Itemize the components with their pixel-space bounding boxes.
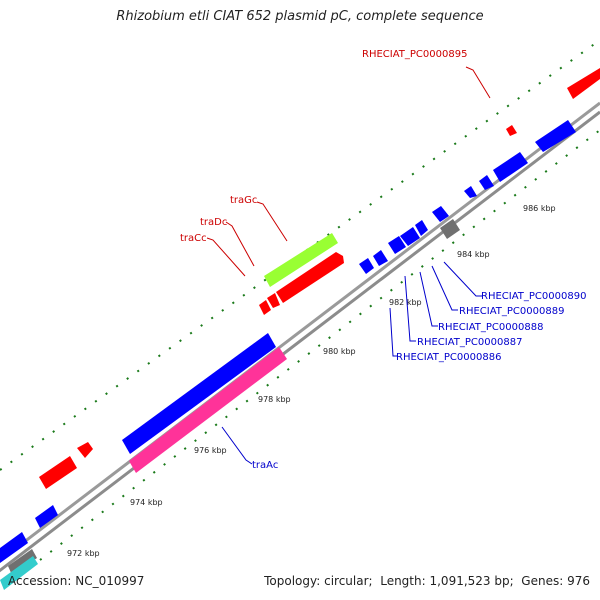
kbp-label: 980 kbp <box>323 347 356 356</box>
map-title: Rhizobium etli CIAT 652 plasmid pC, comp… <box>116 9 484 24</box>
gene-reverse-left-1[interactable] <box>35 505 58 528</box>
accession-value: NC_010997 <box>75 574 145 588</box>
kbp-labels: 972 kbp 974 kbp 976 kbp 978 kbp 980 kbp … <box>67 204 556 558</box>
kbp-label: 976 kbp <box>194 446 227 455</box>
kbp-label: 984 kbp <box>457 250 490 259</box>
gene-reverse-left-2[interactable] <box>0 532 28 563</box>
label-tracc: traCc <box>180 233 207 244</box>
label-rheciat-pc0000889: RHECIAT_PC0000889 <box>459 306 564 317</box>
gene-trag[interactable] <box>264 233 338 287</box>
gene-reverse-2[interactable] <box>493 152 528 182</box>
label-rheciat-pc0000890: RHECIAT_PC0000890 <box>481 291 586 302</box>
topology-label: Topology: <box>264 574 321 588</box>
accession-info: Accession: NC_010997 <box>8 574 144 588</box>
gene-reverse-4[interactable] <box>464 186 477 198</box>
kbp-label: 978 kbp <box>258 395 291 404</box>
label-tradc: traDc <box>200 217 227 228</box>
forward-labels <box>206 66 491 277</box>
label-traac: traAc <box>252 460 278 471</box>
forward-genes <box>39 68 600 489</box>
kbp-label: 972 kbp <box>67 549 100 558</box>
gene-reverse-large[interactable] <box>122 333 276 454</box>
gene-other-left[interactable] <box>8 549 37 575</box>
kbp-label: 974 kbp <box>130 498 163 507</box>
gene-rheciat-pc0000888[interactable] <box>388 236 406 254</box>
genes-value: 976 <box>567 574 590 588</box>
label-rheciat-pc0000886: RHECIAT_PC0000886 <box>396 352 501 363</box>
label-tragc: traGc <box>230 195 257 206</box>
backbone <box>0 101 600 573</box>
gene-traa[interactable] <box>129 347 287 473</box>
length-value: 1,091,523 bp <box>429 574 510 588</box>
genes-label: Genes: <box>521 574 564 588</box>
label-rheciat-pc0000895: RHECIAT_PC0000895 <box>362 49 467 60</box>
gene-rheciat-pc0000890[interactable] <box>415 220 428 236</box>
kbp-label: 982 kbp <box>389 298 422 307</box>
gene-rheciat-pc0000889[interactable] <box>400 227 420 246</box>
reverse-labels <box>221 261 482 465</box>
label-rheciat-pc0000888: RHECIAT_PC0000888 <box>438 322 543 333</box>
gene-reverse-3[interactable] <box>479 175 494 190</box>
gene-trad[interactable] <box>276 252 344 303</box>
sequence-info: Topology: circular; Length: 1,091,523 bp… <box>264 574 590 588</box>
gene-other[interactable] <box>440 219 460 239</box>
gene-forward[interactable] <box>567 68 600 99</box>
inner-tick-row <box>39 129 600 561</box>
gene-rheciat-pc0000886[interactable] <box>359 258 374 274</box>
gene-rheciat-pc0000895[interactable] <box>506 125 517 136</box>
gene-forward-left-1[interactable] <box>39 456 77 489</box>
label-rheciat-pc0000887: RHECIAT_PC0000887 <box>417 337 522 348</box>
kbp-label: 986 kbp <box>523 204 556 213</box>
gene-trac-2[interactable] <box>267 293 280 308</box>
gene-cyan[interactable] <box>0 556 38 590</box>
reverse-genes <box>0 120 576 590</box>
length-label: Length: <box>380 574 426 588</box>
gene-reverse-1[interactable] <box>535 120 576 152</box>
topology-value: circular <box>324 574 369 588</box>
gene-reverse-5[interactable] <box>432 206 449 222</box>
gene-trac-1[interactable] <box>259 300 271 315</box>
accession-label: Accession: <box>8 574 72 588</box>
gene-forward-left-2[interactable] <box>77 442 93 458</box>
gene-rheciat-pc0000887[interactable] <box>373 250 388 266</box>
